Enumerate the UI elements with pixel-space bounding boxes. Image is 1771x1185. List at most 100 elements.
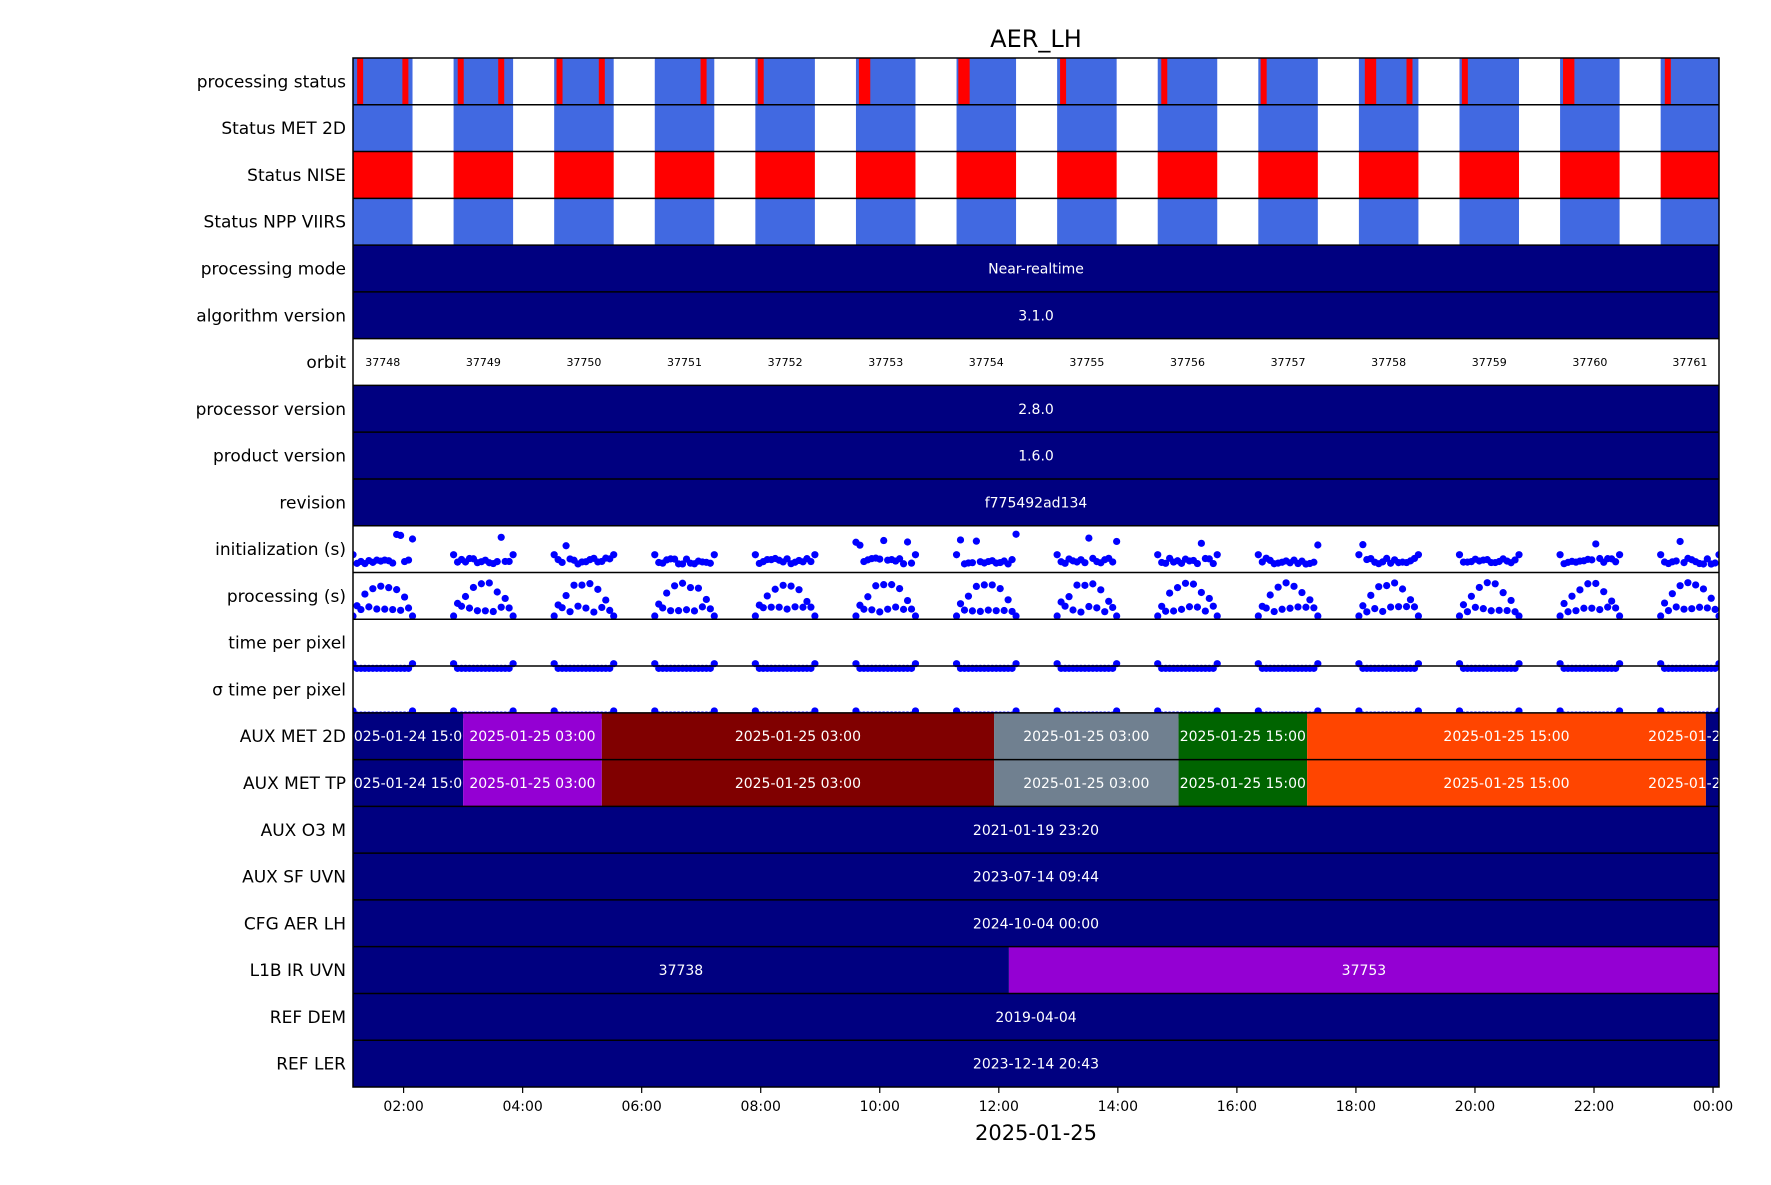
scatter-point xyxy=(1612,558,1620,566)
span-segment xyxy=(1178,712,1308,760)
scatter-point xyxy=(610,551,618,559)
scatter-point xyxy=(1414,612,1423,620)
scatter-point xyxy=(876,608,884,616)
orbit-number: 37753 xyxy=(868,356,903,369)
scatter-point xyxy=(1556,612,1564,620)
row-label: AUX MET 2D xyxy=(240,727,346,747)
scatter-point xyxy=(570,581,578,589)
orbit-number: 37756 xyxy=(1170,356,1205,369)
orbit-number: 37750 xyxy=(566,356,601,369)
scatter-point xyxy=(449,551,458,559)
scatter-point xyxy=(1688,605,1696,613)
scatter-point xyxy=(1467,592,1475,600)
scatter-point xyxy=(489,607,497,616)
scatter-point xyxy=(353,551,357,559)
x-axis-label: 2025-01-25 xyxy=(975,1121,1097,1145)
scatter-point xyxy=(1487,607,1495,615)
scatter-point xyxy=(562,591,570,600)
scatter-point xyxy=(976,607,984,616)
scatter-point xyxy=(400,593,409,601)
scatter-point xyxy=(1000,606,1008,615)
scatter-point xyxy=(558,604,566,612)
span-label: 2025-01-25 03:00 xyxy=(469,729,595,745)
scatter-point xyxy=(864,593,872,601)
scatter-point xyxy=(1290,582,1298,590)
span-segment xyxy=(463,712,602,760)
span-label: 37753 xyxy=(1342,963,1387,979)
scatter-point xyxy=(1703,555,1711,563)
scatter-point xyxy=(783,555,791,563)
scatter-point xyxy=(389,559,397,567)
x-tick-label: 20:00 xyxy=(1455,1099,1495,1115)
scatter-point xyxy=(1012,530,1020,538)
row-label: revision xyxy=(279,493,346,513)
scatter-point xyxy=(1564,608,1572,616)
scatter-point xyxy=(1511,556,1519,564)
scatter-point xyxy=(1676,537,1684,546)
row-label: Status NISE xyxy=(247,166,346,186)
x-tick-label: 18:00 xyxy=(1336,1099,1376,1115)
scatter-point xyxy=(485,579,493,587)
status-bar xyxy=(1560,104,1620,152)
scatter-point xyxy=(1379,607,1387,616)
scatter-point xyxy=(408,612,417,620)
scatter-point xyxy=(880,536,888,545)
scatter-point xyxy=(895,584,904,593)
scatter-point xyxy=(968,607,977,615)
scatter-point xyxy=(1181,579,1190,587)
scatter-point xyxy=(880,581,888,589)
scatter-point xyxy=(1616,612,1624,620)
scatter-point xyxy=(751,612,759,620)
scatter-point xyxy=(582,604,590,612)
scatter-point xyxy=(1073,581,1081,589)
status-error-mark xyxy=(1161,58,1168,105)
scatter-point xyxy=(1274,583,1282,591)
scatter-point xyxy=(1592,540,1600,548)
scatter-point xyxy=(610,612,618,620)
status-bar xyxy=(1660,151,1719,199)
scatter-point xyxy=(493,588,501,596)
status-bar xyxy=(855,151,916,199)
scatter-point xyxy=(671,582,679,590)
x-tick-label: 22:00 xyxy=(1574,1099,1614,1115)
scatter-point xyxy=(1479,605,1487,613)
span-label: 2.8.0 xyxy=(1018,402,1054,418)
x-tick-label: 06:00 xyxy=(621,1099,661,1115)
x-tick-label: 02:00 xyxy=(383,1099,423,1115)
row-label: initialization (s) xyxy=(215,540,346,560)
scatter-point xyxy=(1592,579,1600,588)
scatter-point xyxy=(1475,583,1483,592)
scatter-point xyxy=(497,533,505,541)
scatter-point xyxy=(1394,603,1403,611)
status-bar xyxy=(1660,104,1719,152)
span-segment xyxy=(1307,712,1706,760)
scatter-point xyxy=(907,605,916,613)
scatter-point xyxy=(1692,581,1700,589)
span-segment xyxy=(463,759,602,807)
status-bar xyxy=(453,151,514,199)
scatter-point xyxy=(1189,580,1198,588)
scatter-point xyxy=(1410,603,1419,611)
span-segment xyxy=(601,759,995,807)
scatter-point xyxy=(408,535,417,543)
scatter-point xyxy=(1576,586,1584,594)
scatter-point xyxy=(1503,606,1511,615)
scatter-point xyxy=(558,558,566,567)
chart-title: AER_LH xyxy=(990,25,1082,53)
scatter-point xyxy=(1286,604,1294,612)
status-bar xyxy=(1459,198,1520,246)
scatter-point xyxy=(1584,580,1592,588)
orbit-number: 37751 xyxy=(667,356,702,369)
span-segment xyxy=(353,993,1719,1041)
scatter-point xyxy=(361,590,369,598)
scatter-point xyxy=(1355,551,1363,559)
x-tick-label: 10:00 xyxy=(860,1099,900,1115)
span-label: 37738 xyxy=(659,963,704,979)
scatter-point xyxy=(775,603,783,611)
status-error-mark xyxy=(864,58,871,105)
scatter-point xyxy=(1398,585,1407,593)
scatter-point xyxy=(899,560,908,568)
span-label: 2023-12-14 20:43 xyxy=(973,1057,1099,1073)
span-label: 2025-01-25 03:00 xyxy=(469,776,595,792)
